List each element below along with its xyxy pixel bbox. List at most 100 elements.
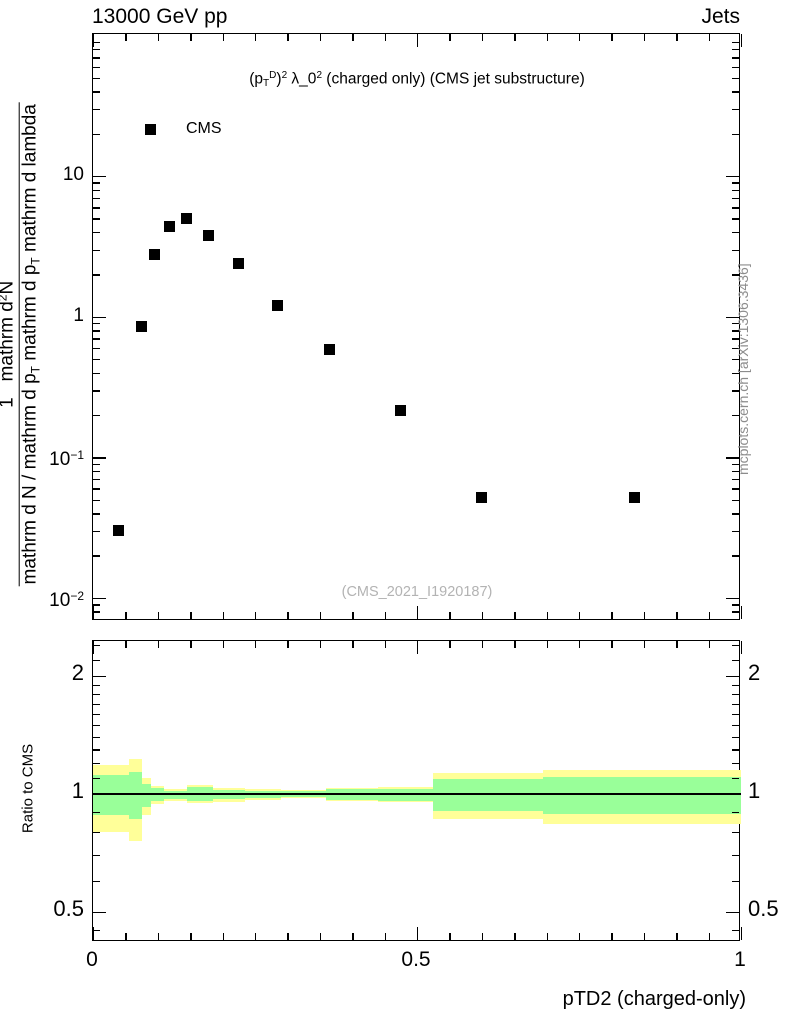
axis-tick	[190, 641, 192, 648]
x-tick-label: 1	[734, 948, 746, 971]
axis-tick	[157, 641, 160, 648]
axis-tick	[732, 249, 739, 251]
axis-tick	[93, 323, 100, 325]
axis-tick	[93, 57, 100, 59]
axis-tick	[643, 34, 646, 41]
axis-tick	[93, 794, 106, 796]
axis-tick	[93, 488, 100, 490]
axis-tick	[93, 530, 100, 533]
axis-tick	[125, 933, 127, 940]
axis-tick	[93, 478, 100, 481]
legend: CMS	[145, 120, 222, 138]
axis-tick	[546, 34, 548, 41]
axis-tick	[732, 880, 739, 883]
axis-tick	[579, 933, 581, 940]
axis-tick	[384, 612, 386, 619]
y-tick-label: 10	[62, 164, 84, 185]
axis-tick	[352, 34, 354, 41]
axis-tick	[676, 641, 678, 648]
axis-tick	[93, 34, 95, 47]
axis-tick	[741, 34, 743, 47]
axis-tick	[93, 927, 95, 940]
data-point-marker	[149, 249, 161, 261]
axis-tick	[732, 323, 739, 325]
axis-tick	[255, 641, 257, 648]
axis-tick	[93, 929, 100, 932]
axis-tick	[732, 347, 739, 350]
axis-tick	[93, 762, 100, 765]
axis-tick	[732, 414, 739, 417]
ratio-y-tick-label: 0.5	[53, 896, 84, 921]
axis-tick	[93, 811, 100, 814]
axis-tick	[732, 390, 739, 392]
axis-tick	[93, 684, 100, 687]
axis-tick	[732, 57, 739, 59]
y-tick-label: 1	[73, 304, 84, 326]
axis-tick	[93, 91, 100, 93]
axis-tick	[611, 933, 613, 940]
axis-tick	[643, 612, 646, 619]
axis-tick	[93, 777, 100, 780]
axis-tick	[222, 641, 224, 648]
axis-tick	[546, 612, 548, 619]
axis-tick	[732, 189, 739, 192]
axis-tick	[732, 604, 739, 606]
axis-tick	[449, 933, 451, 940]
data-point-marker	[395, 404, 407, 416]
axis-tick	[676, 612, 678, 619]
data-point-marker	[181, 212, 193, 224]
axis-tick	[726, 912, 739, 914]
axis-tick	[93, 390, 100, 392]
axis-tick	[93, 231, 100, 234]
axis-tick	[732, 41, 739, 44]
ratio-band-inner	[128, 771, 142, 820]
axis-tick	[726, 316, 739, 318]
axis-tick	[732, 77, 739, 80]
axis-tick	[732, 499, 739, 501]
axis-tick	[732, 91, 739, 93]
data-point-marker	[272, 299, 284, 311]
axis-tick	[93, 676, 106, 678]
axis-tick	[579, 612, 581, 619]
x-tick-label: 0	[86, 948, 98, 971]
y-axis-numerator: 1 mathrm d2N	[0, 102, 20, 587]
axis-tick	[726, 457, 739, 459]
axis-tick	[93, 604, 100, 606]
axis-tick	[732, 724, 739, 727]
axis-tick	[732, 777, 739, 780]
data-point-marker	[233, 257, 245, 269]
axis-tick	[287, 612, 289, 619]
header-beam-label: 13000 GeV pp	[92, 5, 228, 28]
axis-tick	[93, 912, 106, 914]
axis-tick	[449, 612, 451, 619]
axis-tick	[726, 597, 739, 600]
axis-tick	[93, 499, 100, 501]
axis-tick	[157, 34, 160, 41]
axis-tick	[319, 641, 322, 648]
axis-tick	[255, 933, 257, 940]
axis-tick	[93, 49, 100, 51]
axis-tick	[93, 338, 100, 340]
axis-tick	[125, 612, 127, 619]
axis-tick	[708, 933, 710, 940]
axis-tick	[514, 612, 516, 619]
axis-tick	[287, 34, 289, 41]
axis-tick	[190, 612, 192, 619]
axis-tick	[93, 644, 100, 647]
axis-tick	[352, 612, 354, 619]
axis-tick	[732, 470, 739, 473]
axis-tick	[546, 641, 548, 648]
axis-tick	[732, 513, 739, 515]
axis-tick	[726, 676, 739, 678]
axis-tick	[287, 933, 289, 940]
data-point-marker	[136, 321, 148, 333]
axis-tick	[579, 641, 581, 648]
axis-tick	[417, 641, 419, 654]
analysis-id-watermark: (CMS_2021_I1920187)	[341, 584, 493, 600]
axis-tick	[732, 49, 739, 51]
axis-tick	[255, 34, 257, 41]
axis-tick	[611, 34, 613, 41]
axis-tick	[93, 347, 100, 350]
axis-tick	[352, 641, 354, 648]
axis-tick	[93, 66, 100, 68]
